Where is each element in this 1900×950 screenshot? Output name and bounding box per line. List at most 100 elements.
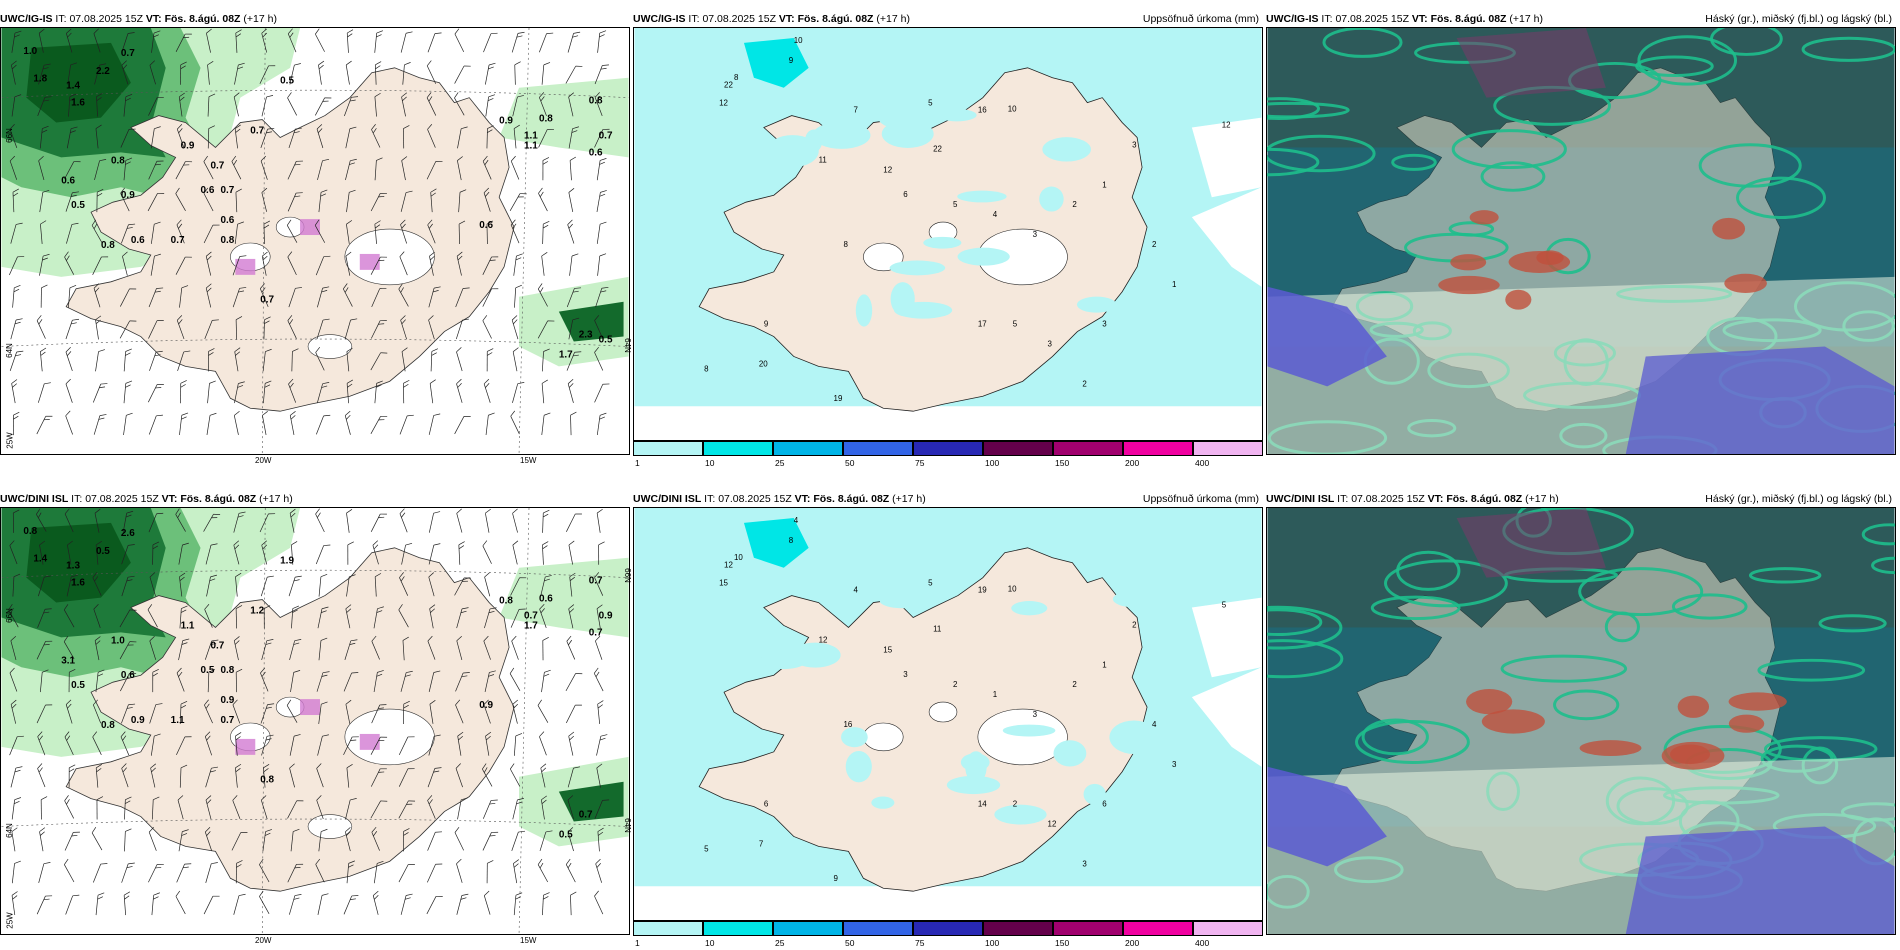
precip-patch xyxy=(876,101,912,128)
wind-barb xyxy=(317,734,329,756)
wind-barb xyxy=(233,893,246,915)
wind-barb xyxy=(11,379,18,404)
low-cloud-contour xyxy=(1391,153,1437,171)
wind-barb xyxy=(428,543,441,565)
wind-barb xyxy=(40,220,47,244)
wind-barb xyxy=(371,704,387,724)
lead-time: (+17 h) xyxy=(892,493,926,505)
wind-barb xyxy=(207,93,216,117)
lead-time: (+17 h) xyxy=(243,13,277,25)
wind-barb xyxy=(9,155,18,180)
gust-value-label: 3.1 xyxy=(61,655,75,666)
wind-barb xyxy=(176,736,192,756)
wind-barb xyxy=(149,350,163,371)
wind-barb xyxy=(568,126,580,149)
wind-barb xyxy=(401,92,408,117)
wind-barb xyxy=(234,381,245,404)
low-cloud-contour xyxy=(1736,176,1826,220)
wind-barb xyxy=(152,668,159,693)
legend-swatch xyxy=(1123,921,1193,936)
precip-value-label: 22 xyxy=(933,144,942,153)
snow-patch xyxy=(300,699,320,716)
precip-value-label: 2 xyxy=(1082,379,1087,388)
wind-barb xyxy=(179,572,186,597)
iceland-landmass xyxy=(698,547,1148,892)
wind-barb xyxy=(400,219,407,244)
wind-barb xyxy=(260,703,275,724)
wind-barb xyxy=(565,673,583,692)
wind-barb xyxy=(398,864,415,883)
precip-patch xyxy=(1076,296,1117,313)
gust-value-label: 0.7 xyxy=(250,126,264,137)
wind-barb xyxy=(456,378,463,403)
wind-barb xyxy=(94,508,101,533)
gust-value-label: 0.9 xyxy=(499,116,513,127)
wind-barb xyxy=(512,95,524,117)
wind-barb xyxy=(429,379,436,404)
gust-value-label: 2.3 xyxy=(579,330,593,341)
wind-barb xyxy=(318,701,328,724)
precip-value-label: 12 xyxy=(724,561,733,570)
gust-value-label: 1.1 xyxy=(524,140,538,151)
wind-shading-se-strong xyxy=(558,781,624,822)
wind-barb xyxy=(458,541,465,565)
wind-barb xyxy=(401,542,413,565)
legend-tick-label: 10 xyxy=(705,938,715,948)
dense-cloud-core xyxy=(1661,741,1725,770)
wind-barb xyxy=(204,699,213,724)
wind-barb xyxy=(537,699,549,723)
wind-barb xyxy=(456,607,469,629)
wind-barb xyxy=(485,94,496,117)
wind-barb xyxy=(36,640,53,660)
wind-barb xyxy=(93,604,101,629)
wind-barb xyxy=(176,315,185,340)
wind-barb xyxy=(374,380,383,404)
precip-value-label: 22 xyxy=(724,81,733,90)
snow-patch xyxy=(359,733,380,750)
wind-barb xyxy=(596,763,603,788)
wind-barb xyxy=(92,731,102,755)
axis-coordinate-label: 66N xyxy=(4,608,14,623)
wind-barb xyxy=(597,827,604,852)
wind-barb xyxy=(318,828,328,852)
wind-barb xyxy=(315,508,325,533)
wind-barb xyxy=(204,731,213,756)
legend-tick-label: 75 xyxy=(915,938,925,948)
wind-barb xyxy=(344,318,358,340)
wind-shading-max xyxy=(26,522,131,603)
precip-patch xyxy=(1121,776,1164,809)
wind-barb xyxy=(483,378,491,403)
wind-barb xyxy=(94,159,107,181)
wind-barb xyxy=(427,795,436,819)
glaciers xyxy=(863,701,1068,766)
wind-barb xyxy=(316,124,324,149)
wind-barb xyxy=(122,251,128,276)
panel-title: UWC/IG-IS IT: 07.08.2025 15Z VT: Fös. 8.… xyxy=(633,11,1263,27)
wind-barb xyxy=(205,543,218,565)
wind-barb xyxy=(482,256,499,275)
low-cloud-contour xyxy=(1267,639,1344,679)
wind-barb xyxy=(596,508,603,533)
wind-barb xyxy=(91,827,103,851)
wind-barb xyxy=(287,251,297,276)
wind-barb xyxy=(314,97,332,116)
wind-barb xyxy=(513,859,520,884)
wind-barb xyxy=(540,575,552,597)
precip-value-label: 3 xyxy=(1132,140,1137,149)
dense-cloud-core xyxy=(1508,251,1571,274)
init-time: 07.08.2025 15Z xyxy=(69,13,143,25)
wind-barb xyxy=(10,699,17,724)
wind-barb xyxy=(568,540,575,565)
wind-barb xyxy=(456,893,469,915)
wind-barb xyxy=(205,251,212,276)
field-title: Háský (gr.), miðský (fj.bl.) og lágský (… xyxy=(1705,493,1892,505)
gust-value-label: 0.5 xyxy=(71,680,85,691)
wind-barb xyxy=(260,795,268,820)
precip-value-label: 16 xyxy=(978,106,987,115)
wind-barb xyxy=(148,320,164,339)
gust-value-label: 0.5 xyxy=(599,335,613,346)
precip-value-label: 7 xyxy=(759,839,764,848)
wind-barb xyxy=(595,635,603,660)
map-canvas: 0.81.41.30.51.62.61.91.20.70.60.80.7 0.90… xyxy=(1,508,629,934)
wind-barb xyxy=(594,128,610,148)
